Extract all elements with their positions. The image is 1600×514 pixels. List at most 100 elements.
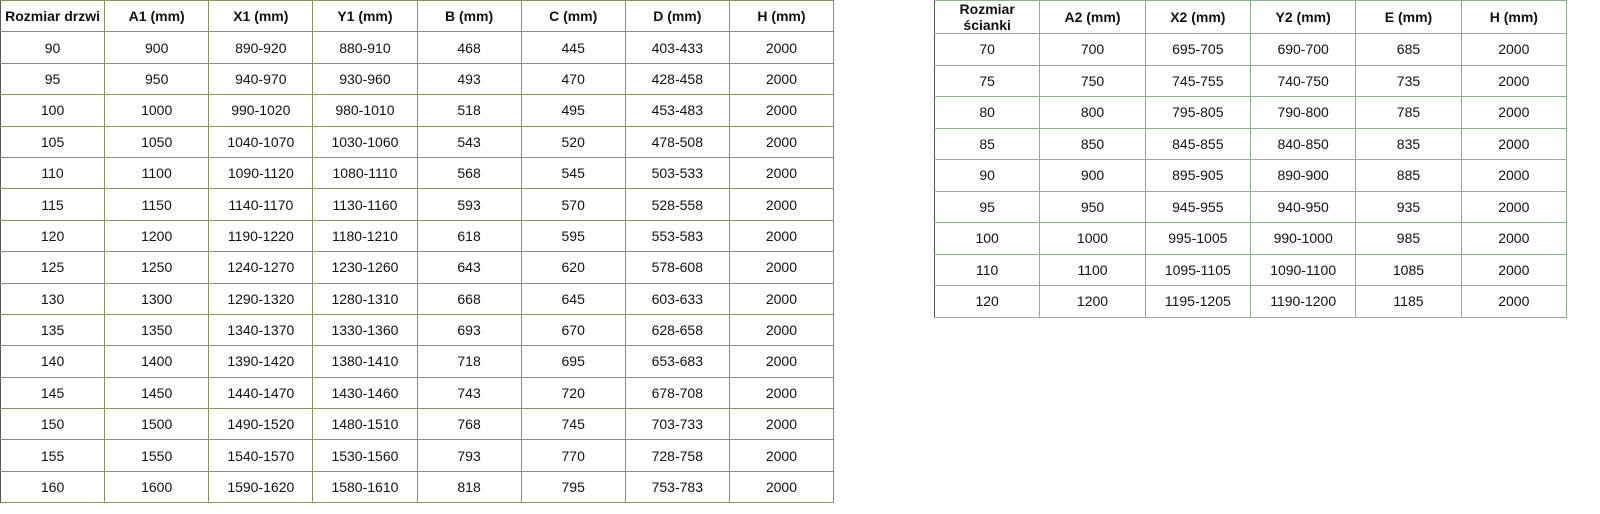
table-cell: 895-905 (1144, 159, 1251, 192)
table-cell: 90 (933, 159, 1041, 192)
table-cell: 653-683 (624, 345, 730, 378)
table-cell: 90 (0, 31, 106, 64)
column-header: B (mm) (416, 0, 522, 33)
table-cell: 503-533 (624, 156, 730, 190)
column-header: X1 (mm) (208, 0, 314, 33)
table-cell: 1340-1370 (208, 313, 314, 347)
table-cell: 75 (933, 64, 1041, 97)
table-row: 100 1000 995-1005 990-1000 985 2000 (933, 222, 1568, 255)
table-cell: 478-508 (624, 125, 730, 158)
table-cell: 745-755 (1144, 64, 1251, 97)
table-cell: 150 (0, 408, 106, 441)
wall-size-table: Rozmiar ścianki A2 (mm) X2 (mm) Y2 (mm) E (m… (933, 0, 1568, 318)
column-header: D (mm) (624, 0, 730, 33)
table-cell: 2000 (728, 188, 835, 221)
table-row: 130 1300 1290-1320 1280-1310 668 645 603-633 20… (0, 282, 835, 315)
column-header: A1 (mm) (104, 0, 210, 33)
table-cell: 1400 (104, 345, 210, 378)
table-cell: 790-800 (1249, 96, 1357, 129)
table-row: 115 1150 1140-1170 1130-1160 593 570 528-558 20… (0, 188, 835, 221)
table-cell: 1240-1270 (208, 251, 314, 284)
table-cell: 2000 (728, 156, 835, 190)
table-cell: 950 (104, 62, 210, 96)
table-cell: 700 (1039, 33, 1146, 66)
table-cell: 518 (416, 94, 522, 127)
table-cell: 885 (1355, 159, 1462, 192)
table-row: 80 800 795-805 790-800 785 2000 (933, 96, 1568, 129)
table-row: 120 1200 1195-1205 1190-1200 1185 2000 (933, 285, 1568, 318)
table-cell: 2000 (728, 219, 835, 253)
column-header: E (mm) (1355, 0, 1462, 34)
table-row: 160 1600 1590-1620 1580-1610 818 795 753-783 20… (0, 470, 835, 504)
table-row: 150 1500 1490-1520 1480-1510 768 745 703-733 20… (0, 408, 835, 441)
header-row: Rozmiar ścianki A2 (mm) X2 (mm) Y2 (mm) E (m… (933, 0, 1568, 34)
table-cell: 2000 (1460, 96, 1568, 129)
table-cell: 745 (520, 408, 626, 441)
table-cell: 1590-1620 (208, 470, 314, 504)
table-cell: 1250 (104, 251, 210, 284)
table-cell: 995-1005 (1144, 222, 1251, 255)
table-cell: 1140-1170 (208, 188, 314, 221)
table-cell: 95 (0, 62, 106, 96)
table-cell: 2000 (728, 125, 835, 158)
table-cell: 593 (416, 188, 522, 221)
table-cell: 740-750 (1249, 64, 1357, 97)
table-cell: 800 (1039, 96, 1146, 129)
table-cell: 2000 (728, 94, 835, 127)
table-row: 125 1250 1240-1270 1230-1260 643 620 578-608 20… (0, 251, 835, 284)
table-cell: 940-950 (1249, 190, 1357, 223)
table-cell: 2000 (1460, 64, 1568, 97)
table-cell: 985 (1355, 222, 1462, 255)
table-cell: 793 (416, 439, 522, 472)
column-header: H (mm) (728, 0, 835, 33)
table-cell: 695 (520, 345, 626, 378)
table-cell: 900 (1039, 159, 1146, 192)
table-cell: 2000 (1460, 190, 1568, 223)
table-cell: 100 (0, 94, 106, 127)
table-cell: 1290-1320 (208, 282, 314, 315)
table-cell: 735 (1355, 64, 1462, 97)
table-cell: 643 (416, 251, 522, 284)
table-cell: 835 (1355, 127, 1462, 160)
table-cell: 160 (0, 470, 106, 504)
table-cell: 1000 (104, 94, 210, 127)
table-cell: 770 (520, 439, 626, 472)
table-cell: 520 (520, 125, 626, 158)
table-cell: 768 (416, 408, 522, 441)
table-cell: 1300 (104, 282, 210, 315)
table-row: 105 1050 1040-1070 1030-1060 543 520 478-508 20… (0, 125, 835, 158)
table-cell: 618 (416, 219, 522, 253)
table-cell: 728-758 (624, 439, 730, 472)
table-cell: 1085 (1355, 253, 1462, 286)
table-cell: 990-1020 (208, 94, 314, 127)
table-cell: 2000 (1460, 285, 1568, 318)
table-cell: 468 (416, 31, 522, 64)
table-cell: 1040-1070 (208, 125, 314, 158)
table-cell: 1440-1470 (208, 376, 314, 410)
table-cell: 2000 (1460, 159, 1568, 192)
table-cell: 2000 (728, 470, 835, 504)
table-cell: 135 (0, 313, 106, 347)
table-cell: 445 (520, 31, 626, 64)
column-header: Y2 (mm) (1249, 0, 1357, 34)
table-cell: 110 (933, 253, 1041, 286)
table-cell: 70 (933, 33, 1041, 66)
table-cell: 1550 (104, 439, 210, 472)
column-header: Rozmiar drzwi (0, 0, 106, 33)
table-cell: 1500 (104, 408, 210, 441)
column-header: C (mm) (520, 0, 626, 33)
table-cell: 1190-1200 (1249, 285, 1357, 318)
table-cell: 1030-1060 (312, 125, 418, 158)
table-cell: 2000 (1460, 127, 1568, 160)
table-cell: 2000 (728, 376, 835, 410)
table-cell: 620 (520, 251, 626, 284)
table-cell: 1530-1560 (312, 439, 418, 472)
table-cell: 850 (1039, 127, 1146, 160)
table-cell: 2000 (1460, 222, 1568, 255)
table-cell: 493 (416, 62, 522, 96)
table-cell: 930-960 (312, 62, 418, 96)
table-cell: 750 (1039, 64, 1146, 97)
table-row: 95 950 940-970 930-960 493 470 428-458 2000 (0, 62, 835, 96)
table-cell: 1540-1570 (208, 439, 314, 472)
table-cell: 670 (520, 313, 626, 347)
